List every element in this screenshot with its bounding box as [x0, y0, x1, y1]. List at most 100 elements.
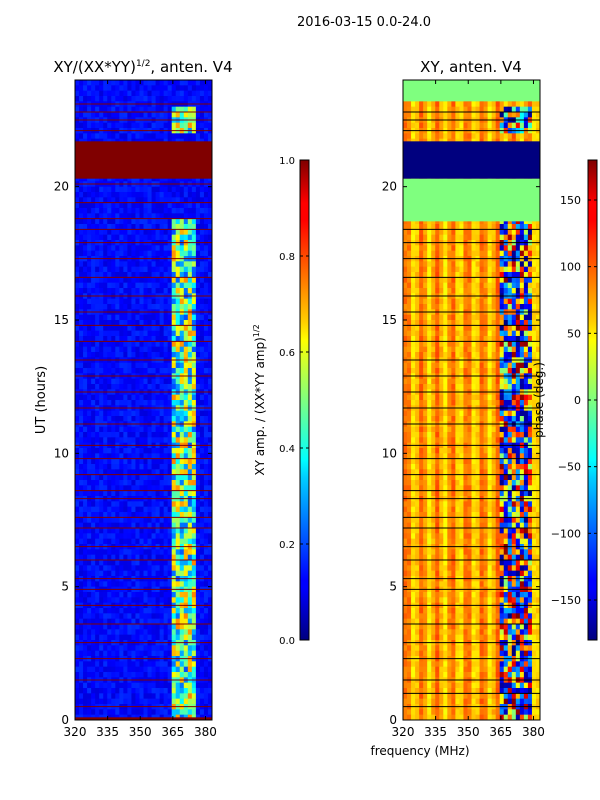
- amp-cell: [179, 218, 185, 225]
- amp-cell: [167, 592, 173, 598]
- amp-cell: [111, 469, 116, 476]
- amp-cell: [203, 85, 209, 92]
- amp-cell: [115, 261, 120, 268]
- amp-cell: [151, 96, 156, 102]
- amp-cell: [159, 549, 165, 556]
- amp-cell: [143, 592, 148, 598]
- amp-cell: [155, 570, 161, 577]
- amp-cell: [139, 122, 144, 129]
- amp-cell: [195, 464, 201, 470]
- amp-cell: [119, 570, 124, 577]
- amp-cell: [79, 464, 84, 470]
- amp-cell: [191, 272, 197, 278]
- amp-cell: [139, 560, 144, 566]
- amp-cell: [107, 650, 112, 657]
- amp-cell: [135, 474, 140, 481]
- amp-cell: [203, 490, 209, 497]
- amp-cell: [79, 432, 84, 438]
- amp-cell: [127, 645, 132, 652]
- amp-cell: [207, 709, 212, 716]
- amp-cell: [103, 501, 108, 508]
- amp-cell: [187, 96, 193, 102]
- amp-cell: [127, 90, 132, 97]
- amp-cell: [179, 80, 185, 86]
- amp-cell: [119, 581, 124, 588]
- amp-cell: [87, 112, 92, 118]
- amp-cell: [199, 458, 205, 465]
- phase-cell: [479, 101, 484, 108]
- amp-cell: [195, 554, 201, 561]
- amp-cell: [147, 682, 152, 689]
- amp-cell: [123, 346, 128, 353]
- amp-cell: [207, 698, 212, 705]
- amp-cell: [203, 208, 209, 214]
- amp-cell: [119, 202, 124, 209]
- amp-cell: [95, 469, 100, 476]
- amp-cell: [79, 565, 84, 572]
- amp-cell: [87, 453, 92, 460]
- amp-cell: [155, 320, 161, 326]
- amp-cell: [179, 554, 185, 561]
- amp-cell: [87, 90, 92, 97]
- amp-cell: [191, 458, 197, 465]
- amp-cell: [143, 384, 148, 390]
- amp-cell: [95, 538, 100, 545]
- amp-cell: [191, 645, 197, 652]
- amp-cell: [139, 453, 144, 460]
- amp-cell: [163, 80, 169, 86]
- amp-cell: [87, 362, 92, 369]
- amp-cell: [123, 592, 128, 598]
- amp-cell: [87, 186, 92, 193]
- amp-cell: [123, 474, 128, 481]
- amp-cell: [119, 288, 124, 294]
- amp-cell: [107, 298, 112, 305]
- amp-cell: [79, 416, 84, 422]
- amp-cell: [99, 346, 104, 353]
- amp-cell: [167, 261, 173, 268]
- phase-cell: [455, 112, 460, 118]
- amp-cell: [179, 565, 185, 572]
- amp-cell: [191, 506, 197, 513]
- amp-cell: [115, 565, 120, 572]
- amp-cell: [99, 581, 104, 588]
- amp-cell: [131, 282, 136, 289]
- amp-cell: [83, 272, 88, 278]
- phase-cell: [455, 101, 460, 108]
- amp-cell: [175, 234, 181, 241]
- amp-cell: [203, 485, 209, 492]
- amp-cell: [163, 122, 169, 129]
- amp-cell: [95, 192, 100, 198]
- amp-cell: [107, 266, 112, 273]
- amp-cell: [195, 352, 201, 358]
- amp-cell: [83, 90, 88, 97]
- amp-cell: [139, 298, 144, 305]
- amp-cell: [75, 96, 80, 102]
- amp-cell: [111, 106, 116, 113]
- amp-cell: [135, 325, 140, 332]
- amp-cell: [127, 245, 132, 252]
- amp-cell: [207, 480, 212, 486]
- amp-cell: [143, 85, 148, 92]
- amp-cell: [207, 320, 212, 326]
- amp-cell: [107, 570, 112, 577]
- amp-cell: [103, 474, 108, 481]
- amp-colorbar-label-main: XY amp. / (XX*YY amp): [253, 337, 267, 475]
- amp-cell: [143, 688, 148, 694]
- amp-cell: [143, 437, 148, 444]
- amp-cell: [95, 325, 100, 332]
- amp-cell: [159, 336, 165, 342]
- amp-cell: [207, 330, 212, 337]
- amp-cell: [207, 229, 212, 236]
- amp-cell: [203, 410, 209, 417]
- amp-cell: [167, 400, 173, 406]
- amp-cell: [111, 245, 116, 252]
- amp-cell: [195, 570, 201, 577]
- amp-cell: [119, 282, 124, 289]
- amp-cell: [167, 645, 173, 652]
- amp-cell: [123, 80, 128, 86]
- amp-cell: [187, 112, 193, 118]
- amp-cell: [155, 133, 161, 140]
- amp-cell: [111, 288, 116, 294]
- amp-cell: [171, 277, 177, 284]
- amp-cell: [155, 112, 161, 118]
